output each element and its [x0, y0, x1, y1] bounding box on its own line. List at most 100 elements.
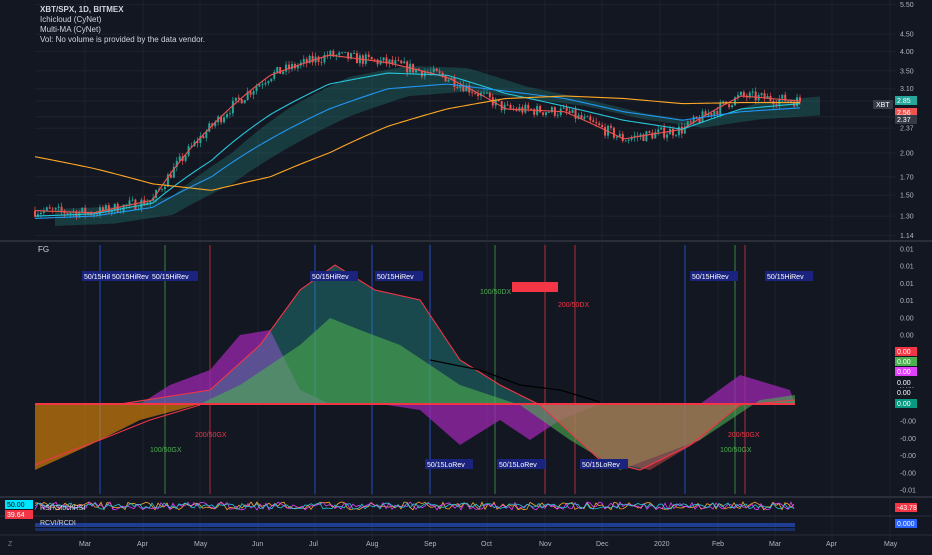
candle-body: [113, 203, 116, 211]
candle-body: [267, 81, 270, 84]
candle-body: [609, 125, 612, 128]
candle-body: [276, 67, 279, 73]
price-tick: 1.14: [900, 233, 914, 240]
candle-body: [45, 207, 48, 211]
price-tick: 1.30: [900, 214, 914, 221]
indicator-multi-ma[interactable]: Multi-MA (CyNet): [40, 25, 101, 34]
signal-label: 50/15HiRev: [152, 274, 189, 281]
candle-body: [524, 104, 527, 113]
candle-body: [556, 114, 559, 116]
candle-body: [104, 205, 107, 211]
candle-body: [370, 56, 373, 60]
candle-body: [54, 207, 57, 210]
candle-body: [382, 57, 385, 61]
candle-body: [220, 116, 223, 123]
time-label: Jun: [252, 541, 263, 548]
candle-body: [728, 104, 731, 108]
candle-body: [184, 155, 187, 161]
candle-body: [332, 50, 335, 57]
fg-tick: 0.00: [900, 384, 914, 391]
rsi-panel-title[interactable]: RSI+StochRSI: [40, 505, 86, 512]
signal-label-box: [310, 271, 358, 281]
candle-body: [394, 60, 397, 64]
fg-tick: -0.00: [900, 419, 916, 426]
price-badge: [895, 115, 917, 124]
candle-body: [388, 59, 391, 64]
candle-body: [474, 93, 477, 94]
indicator-vol[interactable]: Vol: No volume is provided by the data v…: [40, 35, 205, 44]
candle-body: [784, 94, 787, 102]
rcvi-band: [35, 528, 795, 531]
rsi-left-badge: [5, 510, 33, 519]
candle-body: [308, 55, 311, 64]
chart-legend: XBT/SPX, 1D, BITMEX Ichicloud (CyNet) Mu…: [40, 5, 205, 45]
time-label: Jul: [309, 541, 318, 548]
candle-body: [530, 108, 533, 110]
indicator-ichicloud[interactable]: Ichicloud (CyNet): [40, 15, 102, 24]
candle-body: [574, 109, 577, 119]
candle-body: [459, 85, 462, 88]
candle-body: [677, 126, 680, 136]
candle-body: [252, 91, 255, 95]
candle-body: [234, 97, 237, 101]
signal-label: 100/50DX: [480, 289, 511, 296]
candle-body: [350, 53, 353, 59]
time-label: Oct: [481, 541, 492, 548]
signal-label: 50/15HiRev: [312, 274, 349, 281]
signal-label-box: [765, 271, 813, 281]
candle-body: [149, 200, 152, 203]
price-badge: [895, 108, 917, 117]
price-badge: [895, 96, 917, 105]
candle-body: [264, 83, 267, 85]
rsi-left-value: 50.00: [7, 502, 25, 509]
fg-red-area: [540, 404, 740, 470]
symbol-line[interactable]: XBT/SPX, 1D, BITMEX: [40, 5, 124, 14]
candle-body: [101, 207, 104, 211]
candle-body: [223, 117, 226, 123]
candle-body: [270, 78, 273, 82]
signal-label: 50/15LoRev: [582, 462, 620, 469]
candle-body: [722, 101, 725, 103]
candle-body: [615, 136, 618, 138]
candle-body: [169, 174, 172, 178]
fg-tick: 0.01: [900, 247, 914, 254]
fg-tick: 0.01: [900, 264, 914, 271]
candle-body: [710, 113, 713, 116]
candle-body: [799, 97, 801, 102]
candle-body: [317, 56, 320, 62]
candle-body: [488, 92, 491, 98]
candle-body: [506, 104, 509, 106]
candle-body: [645, 131, 648, 141]
signal-label: 50/15LoRev: [427, 462, 465, 469]
signal-label: 50/15HiRev: [84, 274, 121, 281]
candle-body: [568, 111, 571, 113]
candle-body: [589, 116, 592, 121]
candle-body: [305, 58, 308, 64]
candle-body: [627, 139, 630, 141]
candle-body: [494, 99, 497, 106]
candle-body: [196, 141, 199, 144]
time-label: 2020: [654, 541, 670, 548]
signal-label: 50/15HiRev: [692, 274, 729, 281]
candle-body: [518, 107, 521, 111]
candle-body: [435, 68, 438, 72]
fg-panel-title[interactable]: FG: [38, 245, 50, 254]
signal-label: 100/50GX: [150, 447, 182, 454]
mid-ma-line: [34, 72, 801, 217]
candle-body: [542, 112, 545, 115]
candle-body: [240, 99, 243, 104]
candle-body: [790, 101, 793, 102]
fg-tick: 0.00: [900, 315, 914, 322]
candle-body: [110, 210, 113, 213]
signal-label-box: [375, 271, 423, 281]
fg-badge: [895, 367, 917, 376]
candle-body: [161, 188, 164, 190]
candle-body: [296, 65, 299, 69]
candle-body: [39, 212, 42, 215]
time-label: Nov: [539, 541, 552, 548]
tradingview-z-icon: Z: [8, 541, 13, 548]
candle-body: [485, 92, 488, 94]
rcvi-panel-title[interactable]: RCVI/RCDI: [40, 520, 76, 527]
